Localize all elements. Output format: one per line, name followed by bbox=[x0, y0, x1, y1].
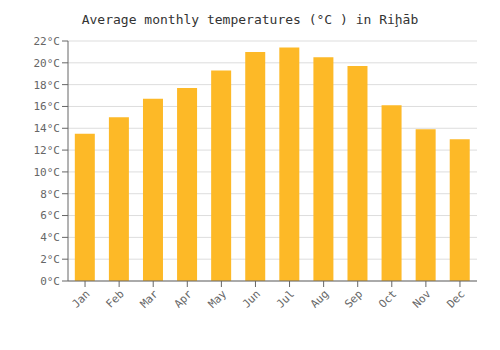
svg-text:16°C: 16°C bbox=[34, 100, 61, 113]
svg-text:6°C: 6°C bbox=[40, 209, 60, 222]
svg-text:Jul: Jul bbox=[274, 287, 297, 310]
svg-text:Feb: Feb bbox=[104, 287, 127, 310]
svg-text:0°C: 0°C bbox=[40, 275, 60, 288]
svg-text:Jun: Jun bbox=[240, 287, 263, 310]
svg-text:Oct: Oct bbox=[376, 287, 399, 310]
svg-text:10°C: 10°C bbox=[34, 166, 61, 179]
svg-text:Aug: Aug bbox=[308, 287, 331, 310]
svg-text:22°C: 22°C bbox=[34, 35, 61, 48]
svg-text:20°C: 20°C bbox=[34, 57, 61, 70]
svg-text:2°C: 2°C bbox=[40, 253, 60, 266]
svg-text:4°C: 4°C bbox=[40, 231, 60, 244]
svg-text:Jan: Jan bbox=[69, 287, 92, 310]
svg-text:Dec: Dec bbox=[444, 287, 467, 310]
svg-text:Apr: Apr bbox=[172, 287, 196, 311]
svg-text:12°C: 12°C bbox=[34, 144, 61, 157]
svg-text:8°C: 8°C bbox=[40, 188, 60, 201]
svg-text:Sep: Sep bbox=[342, 287, 365, 310]
html-text:Average monthly temperatures (: Average monthly temperatures (°C ) in Ri… bbox=[81, 12, 419, 27]
svg-text:14°C: 14°C bbox=[34, 122, 61, 135]
svg-text:May: May bbox=[206, 287, 230, 311]
svg-text:Nov: Nov bbox=[410, 287, 434, 311]
svg-text:18°C: 18°C bbox=[34, 79, 61, 92]
svg-text:Mar: Mar bbox=[138, 287, 162, 311]
